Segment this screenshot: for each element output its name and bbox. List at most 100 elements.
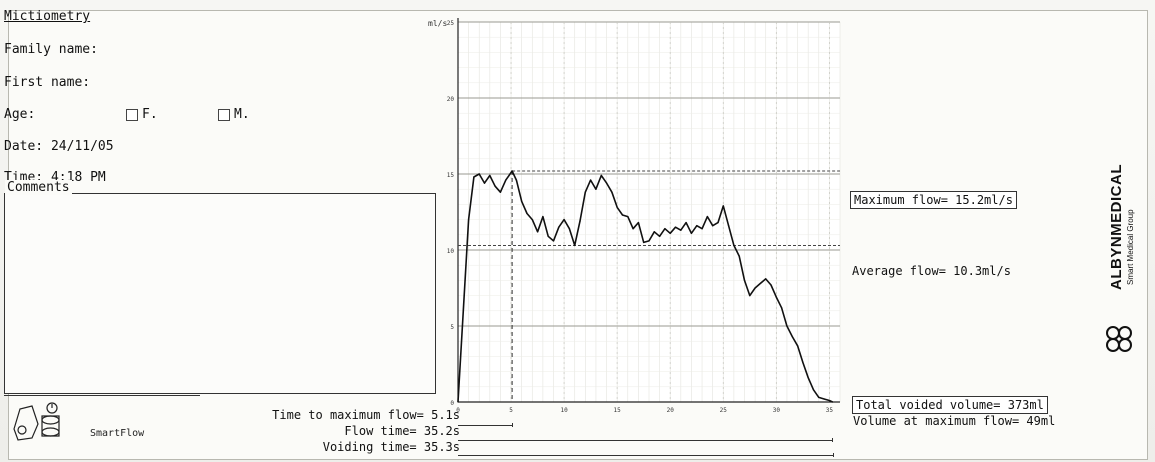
flow-point bbox=[643, 241, 645, 243]
flow-point bbox=[505, 179, 507, 181]
logo-mark-icon bbox=[1106, 326, 1132, 352]
flow-point bbox=[574, 244, 576, 247]
x-tick-label: 35 bbox=[826, 407, 834, 414]
flow-point bbox=[478, 173, 480, 175]
date-text: Date: 24/11/05 bbox=[4, 139, 114, 154]
flow-point bbox=[558, 226, 560, 228]
female-checkbox[interactable] bbox=[126, 108, 138, 121]
max-flow-annotation: Maximum flow= 15.2ml/s bbox=[850, 191, 1017, 209]
flow-point bbox=[552, 240, 555, 242]
flow-point bbox=[648, 240, 650, 242]
flow-point bbox=[542, 215, 544, 218]
flow-point bbox=[584, 191, 586, 193]
flow-point bbox=[536, 231, 539, 233]
y-tick-label: 5 bbox=[450, 324, 454, 331]
flow-point bbox=[473, 176, 475, 178]
flow-point bbox=[685, 222, 687, 224]
flow-point bbox=[653, 231, 655, 233]
flow-point bbox=[706, 215, 708, 218]
time-to-max-bar bbox=[458, 425, 513, 426]
flow-point bbox=[831, 401, 834, 403]
flow-point bbox=[510, 171, 512, 174]
comments-label: Comments bbox=[5, 180, 72, 195]
flow-point bbox=[812, 389, 815, 391]
time-to-max-bar-end bbox=[512, 423, 514, 427]
flow-point bbox=[531, 219, 533, 221]
female-option[interactable]: F. bbox=[126, 107, 158, 122]
volume-at-max-annotation: Volume at maximum flow= 49ml bbox=[853, 414, 1056, 428]
male-checkbox[interactable] bbox=[218, 108, 230, 121]
flow-point bbox=[632, 228, 634, 230]
flow-point bbox=[659, 235, 661, 237]
x-tick-label: 0 bbox=[456, 407, 460, 414]
male-option[interactable]: M. bbox=[218, 107, 250, 122]
patient-form: Mictiometry Family name: First name: Age… bbox=[0, 0, 442, 395]
flow-point bbox=[818, 396, 820, 399]
y-tick-label: 20 bbox=[447, 96, 455, 103]
device-icon bbox=[13, 402, 60, 441]
flow-point bbox=[712, 225, 714, 227]
flow-point bbox=[696, 225, 698, 227]
x-tick-label: 15 bbox=[614, 407, 622, 414]
avg-flow-annotation: Average flow= 10.3ml/s bbox=[852, 264, 1011, 278]
flow-point bbox=[515, 179, 517, 181]
flow-point bbox=[468, 219, 470, 221]
voiding-time-bar-end bbox=[832, 453, 834, 457]
flow-point bbox=[781, 307, 783, 309]
total-volume-annotation: Total voided volume= 373ml bbox=[852, 396, 1048, 414]
female-label: F. bbox=[142, 107, 158, 122]
y-tick-label: 15 bbox=[447, 172, 455, 179]
flow-chart: ml/s 0 5 10 15 20 25 0 5 10 15 20 25 30 35 bbox=[420, 10, 850, 420]
flow-point bbox=[674, 226, 677, 228]
flow-point bbox=[664, 228, 666, 230]
x-tick-label: 5 bbox=[509, 407, 513, 414]
time-to-max-text: Time to maximum flow= 5.1s bbox=[272, 408, 460, 422]
flow-time-bar-end bbox=[831, 438, 833, 442]
x-tick-label: 20 bbox=[667, 407, 675, 414]
flow-point bbox=[791, 336, 793, 338]
flow-point bbox=[749, 295, 751, 297]
flow-point bbox=[754, 287, 756, 289]
flow-point bbox=[828, 399, 830, 402]
brand-logo bbox=[1098, 145, 1148, 365]
summary-list: Time to maximum flow= 5.1s Flow time= 35… bbox=[190, 408, 460, 458]
flow-point bbox=[600, 174, 602, 177]
flow-chart-svg: ml/s 0 5 10 15 20 25 0 5 10 15 20 25 30 35 bbox=[428, 18, 841, 414]
flow-point bbox=[499, 191, 502, 193]
brand-name: ALBYNMEDICAL bbox=[1108, 164, 1125, 290]
flow-point bbox=[563, 219, 565, 221]
flow-point bbox=[690, 232, 693, 234]
flow-point bbox=[775, 296, 777, 298]
voiding-time-bar bbox=[458, 455, 833, 456]
y-tick-label: 25 bbox=[447, 20, 455, 27]
flow-point bbox=[627, 215, 629, 218]
first-name-label: First name: bbox=[4, 75, 91, 90]
flow-point bbox=[717, 222, 719, 224]
form-title: Mictiometry bbox=[4, 9, 91, 24]
flow-point bbox=[786, 325, 788, 327]
flow-point bbox=[457, 401, 459, 403]
flow-point bbox=[494, 185, 496, 187]
device-name: SmartFlow bbox=[90, 428, 145, 439]
flow-point bbox=[722, 205, 724, 207]
flow-point bbox=[526, 212, 528, 215]
x-tick-label: 30 bbox=[773, 407, 781, 414]
flow-point bbox=[489, 174, 491, 177]
y-axis-label: ml/s bbox=[428, 19, 447, 28]
age-label: Age: bbox=[4, 107, 36, 122]
family-name-label: Family name: bbox=[4, 42, 98, 57]
flow-point bbox=[796, 345, 799, 347]
flow-time-text: Flow time= 35.2s bbox=[344, 424, 460, 438]
voiding-time-text: Voiding time= 35.3s bbox=[322, 440, 460, 454]
x-tick-label: 25 bbox=[720, 407, 728, 414]
comments-box[interactable] bbox=[4, 193, 436, 394]
flow-point bbox=[637, 222, 639, 224]
flow-point bbox=[733, 244, 735, 247]
flow-point bbox=[462, 310, 464, 312]
flow-point bbox=[669, 232, 671, 234]
flow-point bbox=[738, 255, 740, 257]
flow-point bbox=[765, 278, 767, 280]
x-tick-label: 10 bbox=[560, 407, 568, 414]
flow-time-bar bbox=[458, 440, 832, 441]
flow-point bbox=[511, 170, 513, 172]
